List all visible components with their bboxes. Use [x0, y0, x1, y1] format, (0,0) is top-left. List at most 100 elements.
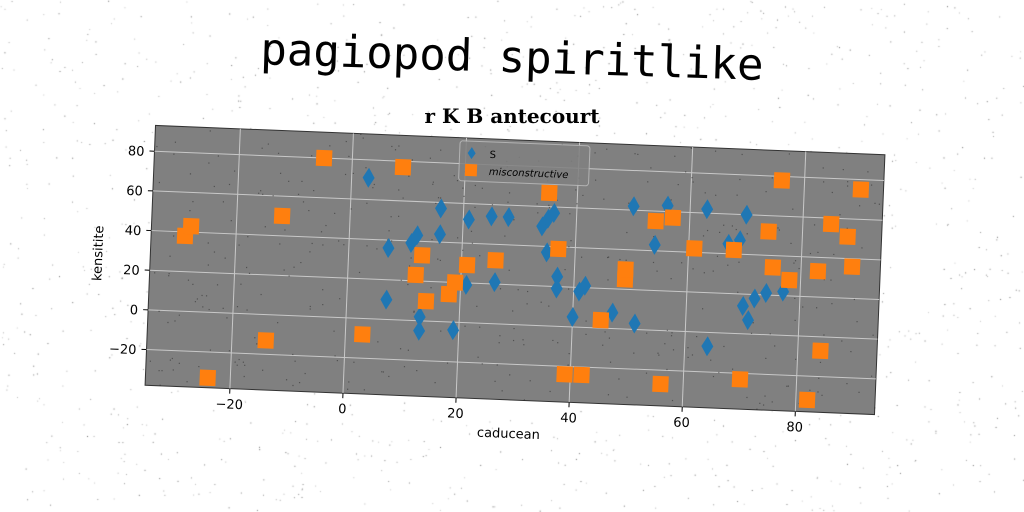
data-point	[606, 302, 619, 323]
data-point	[458, 256, 476, 274]
y-axis-label: kensitite	[90, 225, 107, 281]
data-point	[685, 240, 703, 257]
data-point	[627, 196, 640, 217]
y-grid-line	[146, 349, 876, 380]
data-point	[413, 247, 431, 264]
data-point	[550, 278, 563, 299]
x-tick-label: 60	[673, 415, 690, 431]
data-point	[382, 238, 395, 259]
y-tick-label: −20	[109, 342, 137, 358]
legend-label: S	[489, 150, 496, 161]
x-axis-label: caducean	[477, 426, 541, 444]
data-point	[485, 206, 498, 227]
data-point	[540, 242, 553, 263]
data-point	[731, 371, 749, 388]
data-point	[182, 217, 200, 235]
x-grid-line	[229, 128, 241, 389]
data-point	[628, 313, 641, 334]
y-grid-line	[151, 230, 881, 261]
data-point	[579, 275, 592, 296]
data-point	[447, 320, 460, 341]
data-point	[742, 310, 755, 331]
data-point	[748, 288, 761, 309]
data-point	[664, 209, 682, 227]
data-point	[780, 271, 798, 289]
y-tick-label: 40	[124, 224, 141, 240]
data-point	[701, 336, 714, 357]
y-tick-label: 0	[129, 303, 138, 318]
data-point	[760, 223, 777, 240]
data-point	[413, 306, 426, 327]
chart-group: −20 0 20 40 60 80 −20 0 20 40 60 80 caducean kensitit…	[90, 124, 886, 444]
data-point	[257, 332, 275, 349]
data-point	[798, 391, 816, 409]
data-points	[176, 149, 870, 409]
y-grid-line	[152, 190, 883, 221]
data-point	[433, 224, 446, 245]
data-point	[736, 295, 749, 316]
y-tick-label: 80	[128, 144, 145, 160]
data-point	[315, 149, 333, 167]
x-tick-label: 80	[786, 420, 803, 436]
data-point	[199, 369, 216, 387]
legend-marker	[467, 147, 476, 160]
x-grid-line	[342, 133, 354, 394]
data-point	[413, 320, 426, 341]
data-point	[648, 234, 661, 255]
data-point	[852, 181, 870, 198]
data-point	[740, 204, 753, 225]
data-point	[411, 225, 424, 246]
axes: −20 0 20 40 60 80 −20 0 20 40 60 80 caducean kensitit…	[90, 144, 803, 444]
data-point	[380, 289, 393, 310]
plot-noise	[149, 130, 881, 410]
data-point	[647, 212, 665, 230]
x-tick-label: −20	[215, 397, 243, 413]
data-point	[460, 274, 473, 295]
data-point	[417, 292, 435, 310]
data-point	[435, 198, 448, 219]
data-point	[566, 307, 579, 327]
data-point	[540, 184, 558, 202]
legend-label: misconstructive	[489, 167, 569, 181]
data-point	[446, 274, 464, 291]
legend-marker	[464, 163, 478, 177]
y-tick-label: 20	[123, 263, 140, 279]
data-point	[725, 241, 743, 259]
data-point	[273, 207, 291, 225]
data-point	[764, 259, 782, 276]
x-tick-label: 40	[560, 411, 577, 427]
data-point	[812, 342, 829, 360]
series-misconstructive	[176, 149, 870, 409]
data-point	[661, 195, 674, 216]
data-point	[773, 172, 791, 189]
data-point	[809, 262, 827, 280]
data-point	[487, 251, 504, 269]
y-tick-label: 60	[126, 184, 143, 200]
data-point	[592, 311, 610, 329]
x-tick-label: 0	[338, 402, 347, 417]
y-grid-line	[148, 309, 878, 340]
data-point	[550, 240, 567, 258]
data-point	[701, 199, 714, 220]
data-point	[354, 326, 371, 343]
data-point	[548, 202, 561, 223]
series-S	[362, 167, 790, 357]
data-point	[843, 258, 861, 275]
chart-subtitle: r K B antecourt	[424, 104, 600, 128]
data-point	[573, 366, 590, 384]
data-point	[462, 209, 475, 230]
data-point	[652, 375, 669, 393]
legend-box	[458, 140, 591, 187]
data-point	[617, 261, 634, 278]
data-point	[556, 365, 573, 383]
data-point	[551, 266, 564, 287]
data-point	[362, 167, 375, 188]
data-point	[760, 283, 773, 303]
x-grid-line	[681, 147, 694, 407]
data-point	[839, 228, 856, 245]
data-point	[502, 207, 515, 228]
data-point	[822, 215, 840, 233]
x-tick-label: 20	[447, 406, 464, 422]
